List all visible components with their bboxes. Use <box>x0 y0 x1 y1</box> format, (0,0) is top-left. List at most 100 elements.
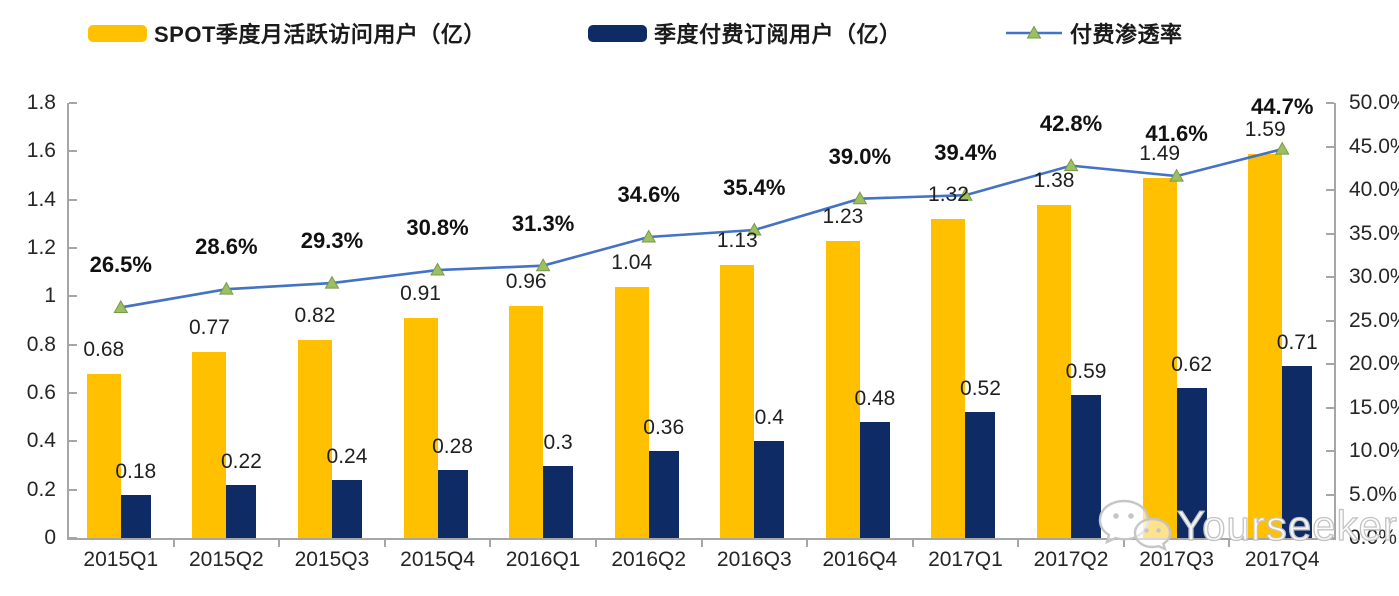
right-axis-tick <box>1326 406 1334 409</box>
right-axis-tick-label: 50.0% <box>1349 91 1399 114</box>
penetration-marker-2017Q4 <box>1274 141 1290 155</box>
mau-legend-swatch <box>88 24 147 42</box>
left-axis-tick <box>69 392 77 394</box>
bar-subscribers-2016Q2 <box>648 451 679 538</box>
left-axis-tick-label: 1.6 <box>26 139 56 163</box>
mau-value-label: 0.82 <box>294 303 336 327</box>
penetration-value-label: 41.6% <box>1145 121 1208 147</box>
bar-subscribers-2016Q3 <box>754 441 785 538</box>
x-axis-tick <box>383 538 386 547</box>
penetration-value-label: 30.8% <box>406 215 469 241</box>
right-axis-tick <box>1326 450 1334 452</box>
bar-subscribers-2017Q4 <box>1282 366 1313 538</box>
bar-subscribers-2016Q4 <box>859 422 890 538</box>
penetration-value-label: 31.3% <box>511 210 575 236</box>
bar-mau-2015Q2 <box>192 351 227 538</box>
subscribers-value-label: 0.28 <box>432 435 473 459</box>
left-axis-tick-label: 1.2 <box>26 236 56 259</box>
penetration-value-label: 34.6% <box>617 181 680 207</box>
left-axis-tick <box>69 247 77 249</box>
legend-item-penetration: 付费渗透率 <box>1005 17 1183 49</box>
subscribers-legend-swatch <box>588 24 647 42</box>
mau-value-label: 0.96 <box>505 270 547 293</box>
penetration-value-label: 28.6% <box>195 234 258 260</box>
left-axis-tick <box>69 488 77 491</box>
right-axis-tick-label: 0.0% <box>1349 526 1397 549</box>
watermark-text: Yourseeker <box>1176 501 1398 549</box>
bar-subscribers-2017Q1 <box>965 412 996 538</box>
left-axis-tick-label: 1 <box>44 284 56 308</box>
x-axis-label: 2015Q3 <box>294 548 370 571</box>
right-axis-tick <box>1326 145 1334 148</box>
right-axis-tick <box>1326 276 1334 278</box>
bar-mau-2015Q4 <box>403 318 438 538</box>
bar-subscribers-2015Q4 <box>437 470 468 538</box>
penetration-value-label: 42.8% <box>1039 110 1103 136</box>
subscribers-value-label: 0.4 <box>754 406 784 430</box>
mau-value-label: 0.91 <box>400 282 441 306</box>
x-axis-label: 2017Q3 <box>1139 548 1214 571</box>
y-axis-left <box>67 103 69 540</box>
x-axis-tick <box>594 538 597 547</box>
bar-mau-2015Q1 <box>86 373 121 538</box>
left-axis-tick <box>69 440 77 443</box>
bar-subscribers-2017Q3 <box>1176 388 1207 538</box>
subscribers-value-label: 0.22 <box>220 449 262 473</box>
subscribers-value-label: 0.62 <box>1171 353 1213 377</box>
bar-subscribers-2015Q2 <box>226 484 257 538</box>
legend-item-subscribers: 季度付费订阅用户（亿） <box>588 17 902 49</box>
subscribers-legend-label: 季度付费订阅用户（亿） <box>654 22 902 47</box>
subscribers-value-label: 0.36 <box>643 416 685 439</box>
right-axis-tick-label: 35.0% <box>1349 221 1399 245</box>
left-axis-tick <box>69 150 77 153</box>
penetration-marker-2016Q4 <box>852 191 868 205</box>
x-axis-label: 2015Q2 <box>189 548 264 571</box>
y-axis-right <box>1334 103 1336 540</box>
penetration-value-label: 35.4% <box>723 175 786 201</box>
x-axis-tick <box>1017 538 1020 547</box>
x-axis-label: 2016Q2 <box>611 548 687 571</box>
left-axis-tick-label: 0.4 <box>26 429 56 453</box>
x-axis-tick <box>911 538 914 547</box>
x-axis-tick <box>1122 538 1125 547</box>
x-axis-label: 2017Q2 <box>1033 548 1109 571</box>
mau-value-label: 1.23 <box>822 204 864 228</box>
penetration-marker-2015Q1 <box>113 299 129 313</box>
bar-mau-2015Q3 <box>297 339 332 538</box>
x-axis-tick <box>806 538 809 547</box>
mau-value-label: 1.32 <box>928 183 969 206</box>
mau-value-label: 1.04 <box>611 250 653 274</box>
x-axis-tick <box>278 538 281 547</box>
left-axis-tick-label: 0.6 <box>26 381 56 404</box>
left-axis-tick <box>69 537 77 539</box>
x-axis-label: 2016Q4 <box>822 548 898 571</box>
left-axis-tick-label: 0.2 <box>26 477 56 501</box>
x-axis-label: 2017Q1 <box>928 548 1003 571</box>
right-axis-tick-label: 45.0% <box>1349 134 1399 158</box>
right-axis-tick-label: 15.0% <box>1349 395 1399 419</box>
mau-value-label: 1.49 <box>1139 141 1181 165</box>
legend-marker-triangle <box>1026 25 1042 39</box>
bar-subscribers-2017Q2 <box>1071 395 1102 538</box>
left-axis-tick-label: 0.8 <box>26 332 56 356</box>
penetration-marker-2015Q2 <box>219 281 234 295</box>
bar-subscribers-2015Q3 <box>331 480 362 538</box>
left-axis-tick <box>69 343 77 346</box>
mau-value-label: 0.77 <box>188 315 230 339</box>
legend-item-mau: SPOT季度月活跃访问用户（亿） <box>88 17 486 49</box>
penetration-line <box>120 147 1283 309</box>
bar-mau-2016Q2 <box>614 286 649 538</box>
bar-subscribers-2015Q1 <box>120 494 151 538</box>
x-axis-label: 2016Q1 <box>505 548 581 571</box>
penetration-marker-2016Q1 <box>535 258 551 272</box>
subscribers-value-label: 0.24 <box>326 445 368 468</box>
left-axis-tick-label: 0 <box>44 526 56 549</box>
x-axis-tick <box>1228 538 1231 547</box>
subscribers-value-label: 0.52 <box>960 377 1001 401</box>
left-axis-tick-label: 1.4 <box>26 187 56 211</box>
left-axis-tick <box>69 102 77 104</box>
penetration-value-label: 29.3% <box>300 228 364 254</box>
mau-value-label: 1.13 <box>716 228 758 252</box>
